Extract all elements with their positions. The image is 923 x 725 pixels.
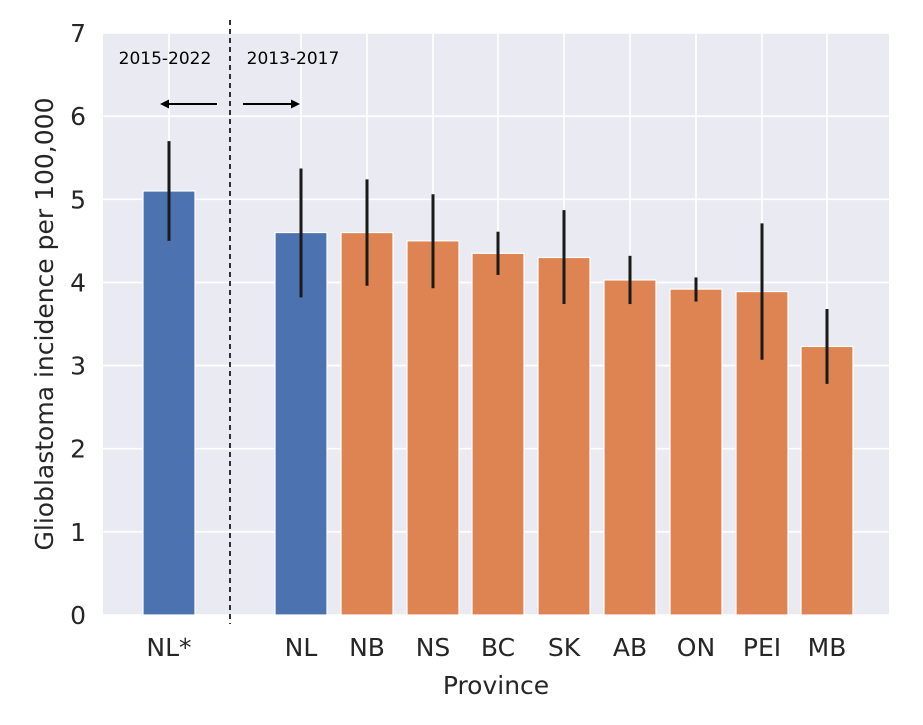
- bar-bc: [471, 252, 525, 616]
- bar-ab: [603, 279, 657, 616]
- y-tick-label: 6: [70, 102, 86, 131]
- x-tick-label: PEI: [743, 633, 781, 662]
- left-arrow-icon: [160, 99, 217, 109]
- x-axis-ticks: NL* NL NB NS BC SK AB ON PEI MB: [146, 633, 846, 662]
- bar-sk: [537, 256, 591, 616]
- y-tick-label: 3: [70, 352, 86, 381]
- x-tick-label: MB: [808, 633, 847, 662]
- right-arrow-icon: [243, 99, 300, 109]
- x-tick-label: AB: [613, 633, 647, 662]
- x-tick-label: NL*: [146, 633, 191, 662]
- y-tick-label: 2: [70, 435, 86, 464]
- error-bars: [167, 141, 829, 384]
- left-period-label: 2015-2022: [119, 49, 212, 69]
- x-tick-label: NS: [416, 633, 451, 662]
- bar-nb: [340, 231, 394, 616]
- y-tick-label: 4: [70, 268, 86, 297]
- bar-ns: [406, 240, 460, 616]
- y-axis-ticks: 0 1 2 3 4 5 6 7: [70, 19, 86, 630]
- right-period-label: 2013-2017: [247, 49, 340, 69]
- x-axis-title: Province: [443, 671, 549, 700]
- x-tick-label: BC: [481, 633, 515, 662]
- y-tick-label: 0: [70, 601, 86, 630]
- y-tick-label: 1: [70, 518, 86, 547]
- x-tick-label: NL: [285, 633, 318, 662]
- bar-mb: [800, 345, 854, 616]
- y-axis-title: Glioblastoma incidence per 100,000: [30, 98, 59, 551]
- y-tick-label: 7: [70, 19, 86, 48]
- x-tick-label: NB: [349, 633, 385, 662]
- y-tick-label: 5: [70, 185, 86, 214]
- bar-nl: [142, 190, 196, 616]
- bars: [142, 190, 854, 616]
- bar-on: [669, 288, 723, 616]
- x-tick-label: ON: [677, 633, 715, 662]
- x-tick-label: SK: [548, 633, 581, 662]
